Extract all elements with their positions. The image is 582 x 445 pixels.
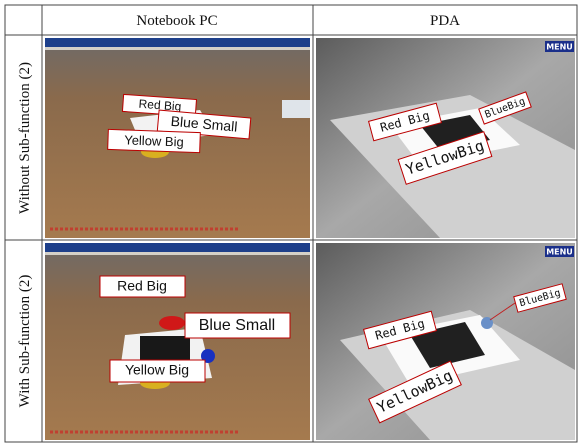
row-header: With Sub-function (2) [17, 275, 33, 408]
column-header: PDA [430, 13, 460, 29]
ar-label: Blue Small [199, 317, 275, 334]
ar-label: Yellow Big [124, 132, 184, 149]
column-header: Notebook PC [136, 13, 217, 29]
table-grid [4, 4, 578, 443]
menu-button[interactable]: MENU [546, 248, 573, 257]
pda-image: MENU Red Big BlueBig YellowBig [316, 243, 575, 440]
menu-button[interactable]: MENU [546, 43, 573, 52]
ar-label: Yellow Big [125, 362, 189, 378]
notebook-image: Red Big Blue Small Yellow Big [45, 38, 310, 238]
ar-label: Blue Small [170, 113, 238, 135]
notebook-image: Red Big Blue Small Yellow Big [45, 243, 310, 440]
row-header: Without Sub-function (2) [17, 62, 33, 214]
ar-label: Red Big [138, 97, 182, 114]
ar-label: Red Big [117, 278, 167, 294]
pda-image: MENU Red Big BlueBig YellowBig [316, 38, 575, 238]
